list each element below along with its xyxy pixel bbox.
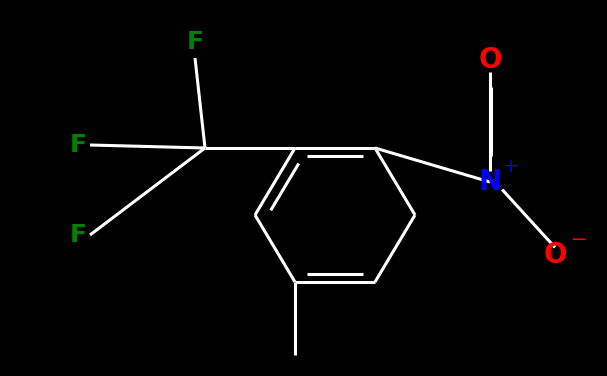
Text: F: F bbox=[70, 223, 87, 247]
Text: F: F bbox=[70, 133, 87, 157]
Text: F: F bbox=[186, 30, 203, 54]
Text: +: + bbox=[503, 158, 520, 176]
Text: O: O bbox=[478, 45, 502, 74]
Text: N: N bbox=[478, 168, 501, 196]
Text: O: O bbox=[543, 241, 567, 269]
Text: −: − bbox=[571, 230, 588, 249]
